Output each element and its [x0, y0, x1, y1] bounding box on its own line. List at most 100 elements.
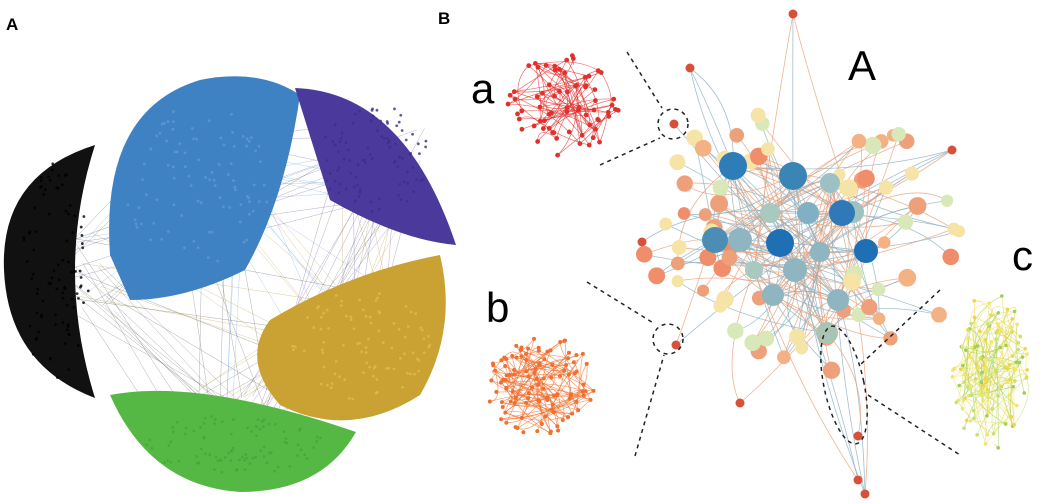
node: [371, 107, 374, 111]
edge: [534, 372, 551, 434]
node: [503, 377, 508, 382]
node: [521, 430, 526, 435]
node: [581, 393, 586, 398]
node: [532, 336, 537, 341]
node: [542, 118, 547, 124]
node: [25, 260, 29, 263]
node: [545, 349, 550, 354]
edge: [509, 59, 567, 96]
node: [67, 260, 70, 264]
node: [499, 358, 504, 363]
node: [397, 327, 401, 331]
edge: [829, 182, 866, 495]
node: [80, 234, 84, 237]
node: [257, 200, 261, 203]
green-cluster: [110, 390, 356, 492]
node: [1010, 330, 1014, 334]
edge: [1001, 318, 1013, 368]
node: [353, 199, 357, 203]
node: [262, 183, 266, 187]
node: [648, 267, 666, 285]
edge: [987, 347, 1001, 380]
node: [524, 358, 529, 363]
network-label: A: [848, 42, 876, 89]
node: [968, 419, 973, 423]
node: [1012, 423, 1016, 427]
node: [537, 104, 543, 110]
node: [361, 308, 365, 312]
node: [175, 420, 179, 424]
edge: [582, 363, 588, 392]
edge: [495, 370, 558, 427]
node: [56, 376, 59, 379]
node: [728, 228, 752, 252]
node: [967, 355, 972, 360]
node: [979, 356, 983, 360]
node: [48, 178, 52, 182]
node: [539, 421, 544, 426]
edge: [794, 187, 887, 271]
node: [369, 321, 373, 325]
node: [400, 129, 404, 132]
edge: [641, 210, 809, 243]
node: [524, 369, 529, 374]
node: [532, 60, 538, 66]
node: [173, 150, 177, 154]
node: [583, 84, 588, 90]
node: [244, 453, 248, 456]
node: [669, 154, 686, 171]
blue-cluster: [109, 76, 300, 300]
node: [169, 460, 173, 464]
node: [74, 269, 77, 273]
node: [556, 428, 561, 433]
node: [139, 222, 143, 226]
node: [987, 301, 992, 305]
node: [80, 242, 84, 245]
node: [542, 357, 547, 362]
node: [931, 306, 947, 323]
node: [267, 422, 271, 426]
node: [246, 426, 249, 430]
node: [406, 181, 410, 185]
edge: [986, 329, 1002, 416]
node: [735, 398, 745, 408]
edge: [514, 76, 586, 92]
node: [257, 144, 261, 148]
edge: [974, 312, 999, 348]
node: [972, 416, 976, 421]
node: [388, 139, 391, 143]
node: [960, 406, 965, 411]
node: [192, 239, 196, 243]
node: [555, 392, 560, 397]
node: [762, 284, 784, 306]
node: [149, 147, 153, 151]
network-nodes: [635, 9, 966, 499]
edge: [772, 294, 891, 339]
node: [28, 230, 32, 234]
node: [342, 157, 346, 161]
node: [822, 361, 841, 379]
node: [1024, 375, 1029, 379]
node: [41, 299, 45, 303]
node: [996, 446, 1001, 450]
edge: [985, 369, 987, 444]
node: [962, 372, 967, 377]
node: [252, 183, 256, 187]
node: [213, 422, 217, 426]
node: [403, 335, 407, 339]
node: [258, 427, 262, 431]
node: [422, 351, 426, 355]
node: [489, 378, 494, 383]
node: [319, 382, 323, 386]
node: [232, 179, 235, 183]
node: [145, 443, 149, 447]
edge: [987, 377, 1027, 385]
node: [369, 200, 373, 204]
node: [247, 200, 251, 204]
node: [60, 183, 64, 187]
edge: [677, 280, 828, 334]
node: [494, 389, 499, 394]
node: [420, 328, 424, 332]
node: [381, 341, 385, 344]
node: [393, 159, 397, 163]
